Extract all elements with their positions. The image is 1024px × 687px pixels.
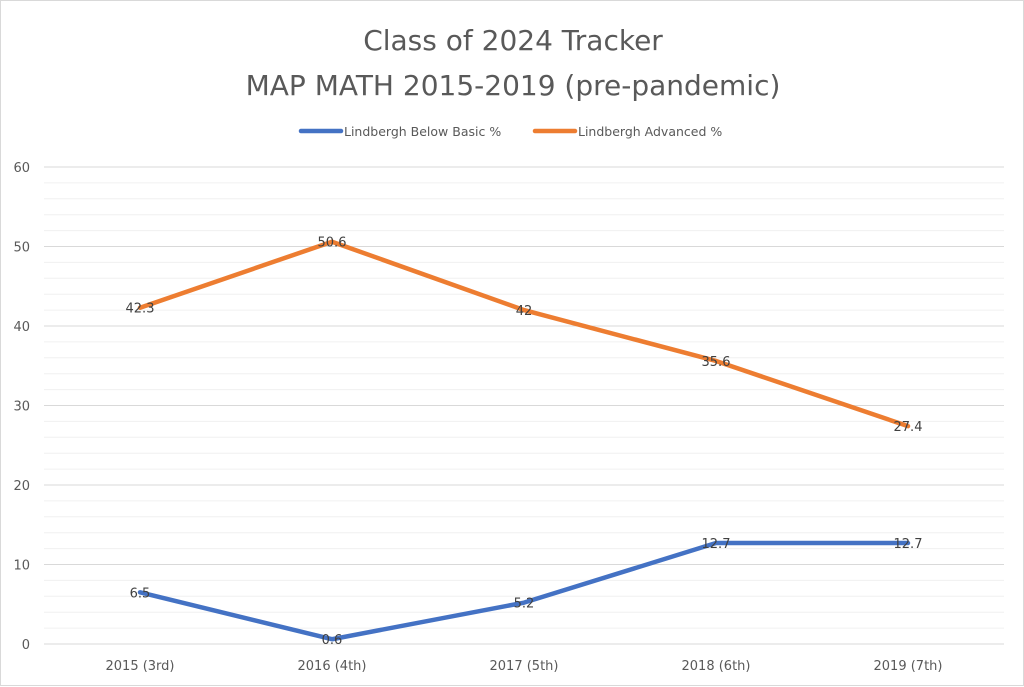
- legend-item-advanced: Lindbergh Advanced %: [532, 124, 722, 139]
- y-tick-label: 60: [13, 161, 30, 176]
- chart-subtitle: MAP MATH 2015-2019 (pre-pandemic): [246, 69, 781, 102]
- minor-gridlines: [44, 182, 1004, 629]
- chart-title: Class of 2024 Tracker: [363, 24, 663, 57]
- x-tick-label: 2019 (7th): [874, 659, 943, 674]
- legend-label-below-basic: Lindbergh Below Basic %: [344, 124, 501, 139]
- data-label: 35.6: [702, 355, 731, 370]
- x-tick-label: 2016 (4th): [298, 659, 367, 674]
- data-label: 42: [516, 304, 533, 319]
- data-label: 12.7: [702, 537, 731, 552]
- data-label: 42.3: [126, 302, 155, 317]
- data-label: 50.6: [318, 236, 347, 251]
- data-label: 0.6: [322, 633, 343, 648]
- y-tick-label: 50: [13, 241, 30, 256]
- x-axis-ticks: 2015 (3rd) 2016 (4th) 2017 (5th) 2018 (6th)…: [106, 659, 943, 674]
- series-lines: [137, 239, 911, 642]
- y-tick-label: 20: [13, 479, 30, 494]
- legend-label-advanced: Lindbergh Advanced %: [578, 124, 722, 139]
- x-tick-label: 2018 (6th): [682, 659, 751, 674]
- legend: Lindbergh Below Basic % Lindbergh Advanc…: [298, 124, 722, 139]
- y-axis-ticks: 0 10 20 30 40 50 60: [13, 161, 30, 653]
- y-tick-label: 0: [22, 638, 30, 653]
- data-label: 5.2: [514, 597, 535, 612]
- major-gridlines: [44, 166, 1004, 645]
- y-tick-label: 40: [13, 320, 30, 335]
- series-line-below-basic: [137, 540, 911, 642]
- y-tick-label: 30: [13, 400, 30, 415]
- data-label: 6.5: [130, 586, 151, 601]
- x-tick-label: 2017 (5th): [490, 659, 559, 674]
- series-line-advanced: [137, 239, 911, 429]
- legend-item-below-basic: Lindbergh Below Basic %: [298, 124, 501, 139]
- data-label: 12.7: [894, 537, 923, 552]
- data-label: 27.4: [894, 420, 923, 435]
- y-tick-label: 10: [13, 559, 30, 574]
- x-tick-label: 2015 (3rd): [106, 659, 175, 674]
- data-labels: 6.5 0.6 5.2 12.7 12.7 42.3 50.6 42 35.6 27.4: [126, 236, 923, 648]
